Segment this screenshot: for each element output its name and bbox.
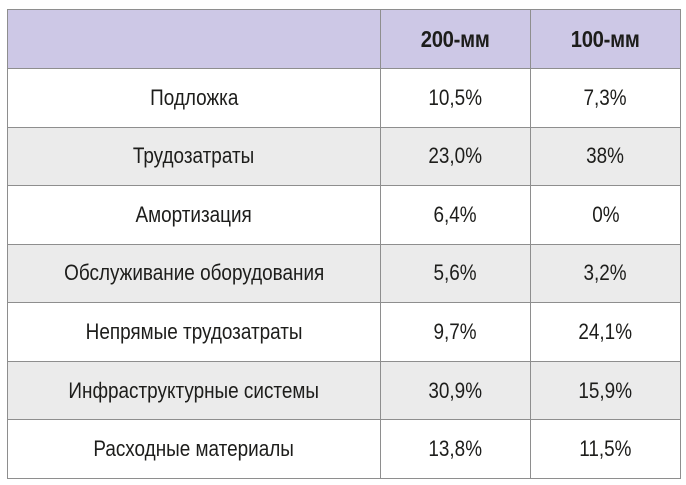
row-label: Расходные материалы bbox=[7, 419, 381, 479]
value-200mm: 9,7% bbox=[380, 302, 531, 362]
table-row: Подложка 10,5% 7,3% bbox=[7, 68, 681, 128]
value-100mm: 15,9% bbox=[530, 360, 681, 421]
row-label: Подложка bbox=[7, 68, 381, 128]
cost-table-container: 200-мм 100-мм Подложка 10,5% 7,3% Трудоз… bbox=[7, 9, 681, 479]
header-200mm: 200-мм bbox=[380, 9, 531, 69]
value-200mm: 30,9% bbox=[380, 360, 531, 421]
row-label: Инфраструктурные системы bbox=[7, 360, 381, 421]
value-100mm: 0% bbox=[530, 185, 681, 245]
value-200mm: 6,4% bbox=[380, 185, 531, 245]
value-200mm: 23,0% bbox=[380, 126, 531, 187]
row-label: Непрямые трудозатраты bbox=[7, 302, 381, 362]
header-100mm: 100-мм bbox=[530, 9, 681, 69]
header-empty-cell bbox=[7, 9, 381, 69]
cost-comparison-table: 200-мм 100-мм Подложка 10,5% 7,3% Трудоз… bbox=[7, 9, 681, 479]
value-100mm: 24,1% bbox=[530, 302, 681, 362]
row-label: Амортизация bbox=[7, 185, 381, 245]
value-200mm: 10,5% bbox=[380, 68, 531, 128]
table-row: Трудозатраты 23,0% 38% bbox=[7, 126, 681, 187]
table-row: Амортизация 6,4% 0% bbox=[7, 185, 681, 245]
value-100mm: 3,2% bbox=[530, 243, 681, 304]
row-label: Трудозатраты bbox=[7, 126, 381, 187]
value-100mm: 7,3% bbox=[530, 68, 681, 128]
row-label: Обслуживание оборудования bbox=[7, 243, 381, 304]
value-100mm: 38% bbox=[530, 126, 681, 187]
value-100mm: 11,5% bbox=[530, 419, 681, 479]
table-row: Инфраструктурные системы 30,9% 15,9% bbox=[7, 360, 681, 421]
value-200mm: 5,6% bbox=[380, 243, 531, 304]
table-row: Непрямые трудозатраты 9,7% 24,1% bbox=[7, 302, 681, 362]
table-row: Расходные материалы 13,8% 11,5% bbox=[7, 419, 681, 479]
table-row: Обслуживание оборудования 5,6% 3,2% bbox=[7, 243, 681, 304]
value-200mm: 13,8% bbox=[380, 419, 531, 479]
header-row: 200-мм 100-мм bbox=[7, 9, 681, 69]
